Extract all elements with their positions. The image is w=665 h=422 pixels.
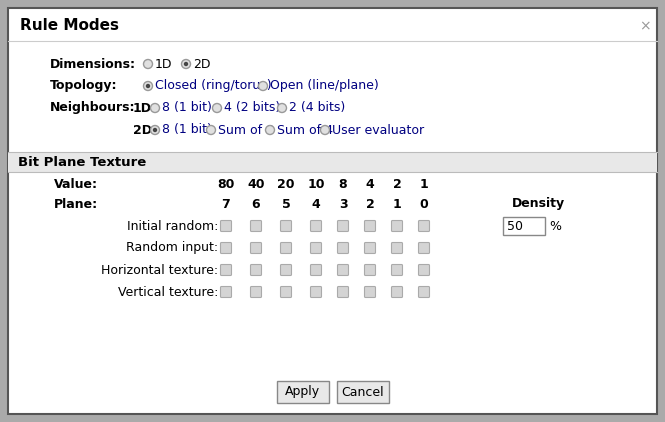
FancyBboxPatch shape xyxy=(338,265,348,276)
Text: 5: 5 xyxy=(281,197,291,211)
Circle shape xyxy=(146,84,150,88)
Circle shape xyxy=(182,60,190,68)
Text: Plane:: Plane: xyxy=(54,197,98,211)
Circle shape xyxy=(213,103,221,113)
Text: 1: 1 xyxy=(392,197,402,211)
Circle shape xyxy=(207,125,215,135)
Text: Density: Density xyxy=(511,197,565,211)
Text: 2D: 2D xyxy=(193,57,211,70)
Text: Open (line/plane): Open (line/plane) xyxy=(270,79,379,92)
Text: Apply: Apply xyxy=(285,386,320,398)
Text: User evaluator: User evaluator xyxy=(332,124,424,136)
Circle shape xyxy=(259,81,267,90)
Text: 2 (4 bits): 2 (4 bits) xyxy=(289,102,345,114)
Text: 0: 0 xyxy=(420,197,428,211)
Text: 4: 4 xyxy=(366,178,374,190)
Text: 3: 3 xyxy=(338,197,347,211)
Text: 6: 6 xyxy=(251,197,260,211)
Text: Horizontal texture:: Horizontal texture: xyxy=(101,263,218,276)
Text: 8: 8 xyxy=(338,178,347,190)
Text: 2: 2 xyxy=(392,178,402,190)
Text: 40: 40 xyxy=(247,178,265,190)
Text: 1: 1 xyxy=(420,178,428,190)
Text: Dimensions:: Dimensions: xyxy=(50,57,136,70)
FancyBboxPatch shape xyxy=(221,287,231,298)
FancyBboxPatch shape xyxy=(281,243,291,254)
Bar xyxy=(277,381,329,403)
Text: Value:: Value: xyxy=(54,178,98,190)
Text: Topology:: Topology: xyxy=(50,79,118,92)
FancyBboxPatch shape xyxy=(364,221,376,232)
FancyBboxPatch shape xyxy=(311,287,321,298)
Text: 1D:: 1D: xyxy=(133,102,157,114)
FancyBboxPatch shape xyxy=(221,243,231,254)
FancyBboxPatch shape xyxy=(338,221,348,232)
Text: 10: 10 xyxy=(307,178,325,190)
Circle shape xyxy=(321,125,329,135)
FancyBboxPatch shape xyxy=(221,265,231,276)
Text: Sum of 4: Sum of 4 xyxy=(277,124,333,136)
Text: Initial random:: Initial random: xyxy=(126,219,218,233)
FancyBboxPatch shape xyxy=(338,243,348,254)
Text: 2: 2 xyxy=(366,197,374,211)
Text: Cancel: Cancel xyxy=(341,386,384,398)
FancyBboxPatch shape xyxy=(364,243,376,254)
Text: Bit Plane Texture: Bit Plane Texture xyxy=(18,155,146,168)
FancyBboxPatch shape xyxy=(221,221,231,232)
FancyBboxPatch shape xyxy=(418,243,430,254)
FancyBboxPatch shape xyxy=(338,287,348,298)
FancyBboxPatch shape xyxy=(392,265,402,276)
FancyBboxPatch shape xyxy=(281,221,291,232)
Text: 4: 4 xyxy=(312,197,321,211)
FancyBboxPatch shape xyxy=(392,243,402,254)
FancyBboxPatch shape xyxy=(418,221,430,232)
FancyBboxPatch shape xyxy=(418,265,430,276)
Circle shape xyxy=(265,125,275,135)
FancyBboxPatch shape xyxy=(251,243,261,254)
Text: 1D: 1D xyxy=(155,57,172,70)
FancyBboxPatch shape xyxy=(311,221,321,232)
Text: Closed (ring/torus): Closed (ring/torus) xyxy=(155,79,271,92)
Text: 2D:: 2D: xyxy=(133,124,157,136)
Circle shape xyxy=(150,125,160,135)
Text: 20: 20 xyxy=(277,178,295,190)
FancyBboxPatch shape xyxy=(251,265,261,276)
Circle shape xyxy=(144,81,152,90)
Circle shape xyxy=(144,60,152,68)
FancyBboxPatch shape xyxy=(311,265,321,276)
Circle shape xyxy=(150,103,160,113)
Text: 4 (2 bits): 4 (2 bits) xyxy=(224,102,280,114)
FancyBboxPatch shape xyxy=(251,287,261,298)
Text: 8 (1 bit): 8 (1 bit) xyxy=(162,102,212,114)
Circle shape xyxy=(184,62,188,66)
Text: Neighbours:: Neighbours: xyxy=(50,102,136,114)
Bar xyxy=(503,217,545,235)
Circle shape xyxy=(277,103,287,113)
FancyBboxPatch shape xyxy=(251,221,261,232)
Bar xyxy=(336,381,388,403)
FancyBboxPatch shape xyxy=(281,287,291,298)
Text: %: % xyxy=(549,219,561,233)
Circle shape xyxy=(153,128,157,132)
FancyBboxPatch shape xyxy=(364,287,376,298)
Text: ×: × xyxy=(639,19,651,33)
Text: Random input:: Random input: xyxy=(126,241,218,254)
Text: Sum of 8: Sum of 8 xyxy=(218,124,274,136)
FancyBboxPatch shape xyxy=(364,265,376,276)
Text: 80: 80 xyxy=(217,178,235,190)
Text: 50: 50 xyxy=(507,219,523,233)
FancyBboxPatch shape xyxy=(392,287,402,298)
Text: 7: 7 xyxy=(221,197,230,211)
Text: 8 (1 bit): 8 (1 bit) xyxy=(162,124,212,136)
Text: Rule Modes: Rule Modes xyxy=(20,19,119,33)
FancyBboxPatch shape xyxy=(281,265,291,276)
FancyBboxPatch shape xyxy=(418,287,430,298)
Text: Vertical texture:: Vertical texture: xyxy=(118,286,218,298)
FancyBboxPatch shape xyxy=(392,221,402,232)
Bar xyxy=(8,152,657,172)
FancyBboxPatch shape xyxy=(311,243,321,254)
